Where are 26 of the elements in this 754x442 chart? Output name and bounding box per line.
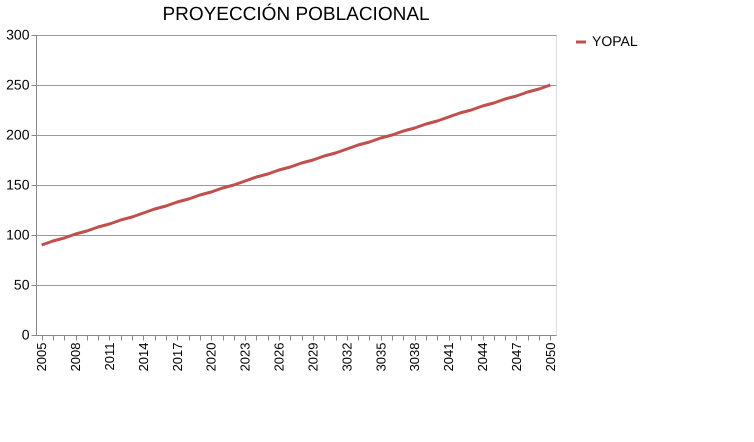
x-tick-label: 2017 (170, 342, 185, 372)
x-tick-label: 2011 (102, 342, 117, 370)
x-tick-label: 2020 (204, 342, 219, 372)
x-tick-label: 2023 (238, 342, 253, 372)
x-tick-label: 2041 (441, 342, 456, 372)
x-tick-label: 3032 (339, 342, 354, 372)
y-tick-label: 100 (6, 226, 30, 242)
x-tick-label: 2047 (508, 342, 524, 372)
y-tick-label: 200 (6, 126, 30, 142)
line-series (40, 84, 552, 246)
x-tick-label: 3038 (407, 342, 422, 372)
x-tick-label: 2050 (542, 342, 558, 372)
x-tick-label: 2029 (305, 342, 320, 372)
x-tick-label: 2005 (34, 342, 50, 372)
x-tick-label: 2044 (475, 342, 490, 372)
chart-title: PROYECCIÓN POBLACIONAL (162, 3, 430, 25)
y-tick-label: 150 (6, 176, 30, 192)
y-tick-label: 0 (22, 326, 30, 342)
y-tick-label: 250 (6, 76, 30, 92)
x-tick-label: 2014 (136, 342, 151, 372)
y-tick-label: 50 (14, 276, 30, 292)
y-tick-label: 300 (6, 26, 30, 42)
x-tick-label: 3035 (373, 342, 388, 372)
x-tick-label: 2008 (68, 342, 84, 372)
legend-label: YOPAL (592, 33, 638, 49)
x-tick-label: 2026 (272, 342, 287, 372)
